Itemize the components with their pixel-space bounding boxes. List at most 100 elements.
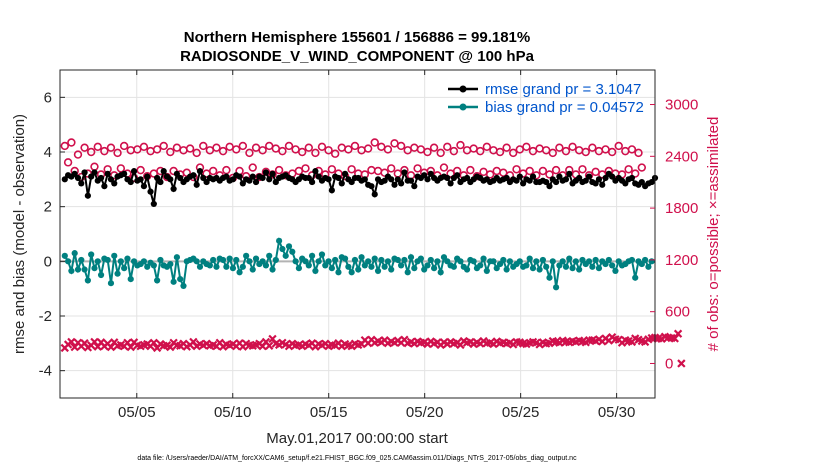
obs-assimilated-series — [60, 329, 686, 368]
bias-point — [318, 251, 326, 258]
bias-point — [424, 262, 431, 269]
legend: rmse grand pr = 3.1047 bias grand pr = 0… — [448, 81, 644, 116]
obs-possible-point — [350, 141, 360, 151]
rmse-point — [97, 174, 105, 182]
obs-possible-point — [509, 148, 518, 158]
obs-possible-point — [439, 163, 449, 172]
bias-point — [78, 256, 85, 264]
rmse-point — [546, 183, 553, 190]
rmse-point — [262, 169, 270, 176]
legend-rmse-label: rmse grand pr = 3.1047 — [485, 81, 641, 98]
bias-point — [490, 258, 497, 265]
bias-point — [177, 276, 184, 283]
obs-possible-point — [182, 168, 191, 177]
y-tick-label-left: 0 — [44, 253, 52, 270]
bias-point — [503, 266, 510, 273]
bias-point — [111, 252, 118, 259]
rmse-point — [252, 178, 260, 186]
rmse-point — [236, 173, 243, 180]
obs-possible-point — [495, 147, 505, 157]
obs-possible-point — [466, 165, 475, 175]
bias-point — [533, 258, 540, 265]
x-tick-label: 05/05 — [118, 404, 156, 421]
y-tick-label-right: 0 — [665, 355, 673, 372]
bias-point — [243, 252, 250, 259]
obs-possible-point — [548, 148, 557, 158]
y-tick-label-right: 1200 — [665, 252, 698, 269]
bias-point — [229, 265, 237, 272]
obs-possible-point — [116, 164, 126, 173]
bias-point — [434, 258, 441, 265]
rmse-point — [101, 183, 108, 190]
rmse-point — [516, 173, 523, 180]
obs-possible-point — [248, 163, 257, 172]
bias-point — [335, 269, 342, 276]
rmse-point — [424, 176, 431, 183]
bias-point — [358, 254, 365, 261]
obs-possible-point — [192, 148, 201, 158]
rmse-point — [190, 172, 197, 179]
bias-point — [411, 265, 418, 272]
obs-possible-point — [347, 165, 356, 174]
bias-point — [249, 266, 256, 273]
bias-point — [285, 243, 293, 250]
rmse-point — [328, 187, 335, 194]
bias-point — [506, 258, 514, 265]
rmse-point — [388, 176, 395, 183]
rmse-point — [529, 173, 537, 180]
bias-point — [543, 263, 550, 270]
bias-point — [325, 258, 332, 265]
bias-point — [463, 266, 471, 273]
bias-point — [470, 258, 477, 265]
y-tick-label-left: -2 — [39, 308, 52, 325]
y-axis-right-label: # of obs: o=possible; ×=assimilated — [705, 117, 722, 352]
bias-point — [592, 256, 599, 264]
rmse-point — [562, 176, 570, 183]
bias-point — [279, 245, 286, 253]
rmse-point — [585, 173, 593, 180]
obs-possible-point — [512, 165, 521, 174]
bias-point — [124, 255, 131, 262]
bias-point — [546, 274, 553, 281]
bias-point — [282, 252, 289, 259]
obs-possible-point — [396, 141, 406, 151]
obs-possible-point — [555, 143, 564, 152]
obs-possible-point — [317, 142, 327, 152]
obs-possible-point — [119, 141, 129, 151]
rmse-point — [454, 172, 461, 179]
rmse-point — [259, 174, 266, 182]
bias-point — [384, 258, 392, 265]
obs-assimilated-point — [149, 338, 159, 347]
bias-point — [127, 276, 134, 283]
bias-point — [569, 265, 576, 272]
rmse-series — [61, 167, 659, 208]
bias-point — [64, 258, 72, 265]
bias-point — [477, 262, 484, 269]
obs-possible-point — [383, 145, 393, 154]
rmse-point — [325, 176, 332, 183]
obs-possible-point — [113, 148, 122, 158]
bias-point — [457, 258, 464, 265]
bias-point — [213, 263, 220, 270]
bias-point — [632, 274, 639, 281]
y-axis-left-label: rmse and bias (model - observation) — [11, 114, 28, 354]
y-axis-right: 0 600 1200 1800 2400 3000 — [650, 97, 698, 372]
bias-point — [239, 263, 246, 270]
bias-point — [529, 265, 537, 272]
obs-assimilated-point — [67, 337, 76, 347]
obs-possible-point — [413, 164, 422, 173]
bias-point — [233, 256, 240, 264]
obs-possible-point — [634, 148, 643, 158]
bias-series — [61, 237, 655, 291]
obs-possible-point — [185, 144, 195, 153]
bias-point — [107, 280, 115, 287]
bias-point — [295, 265, 303, 272]
obs-possible-point — [238, 141, 248, 151]
bias-point — [450, 263, 457, 270]
bias-point — [157, 256, 164, 264]
bias-point — [170, 278, 177, 285]
x-tick-label: 05/15 — [310, 404, 348, 421]
bias-point — [341, 255, 349, 262]
bias-point — [345, 263, 352, 270]
